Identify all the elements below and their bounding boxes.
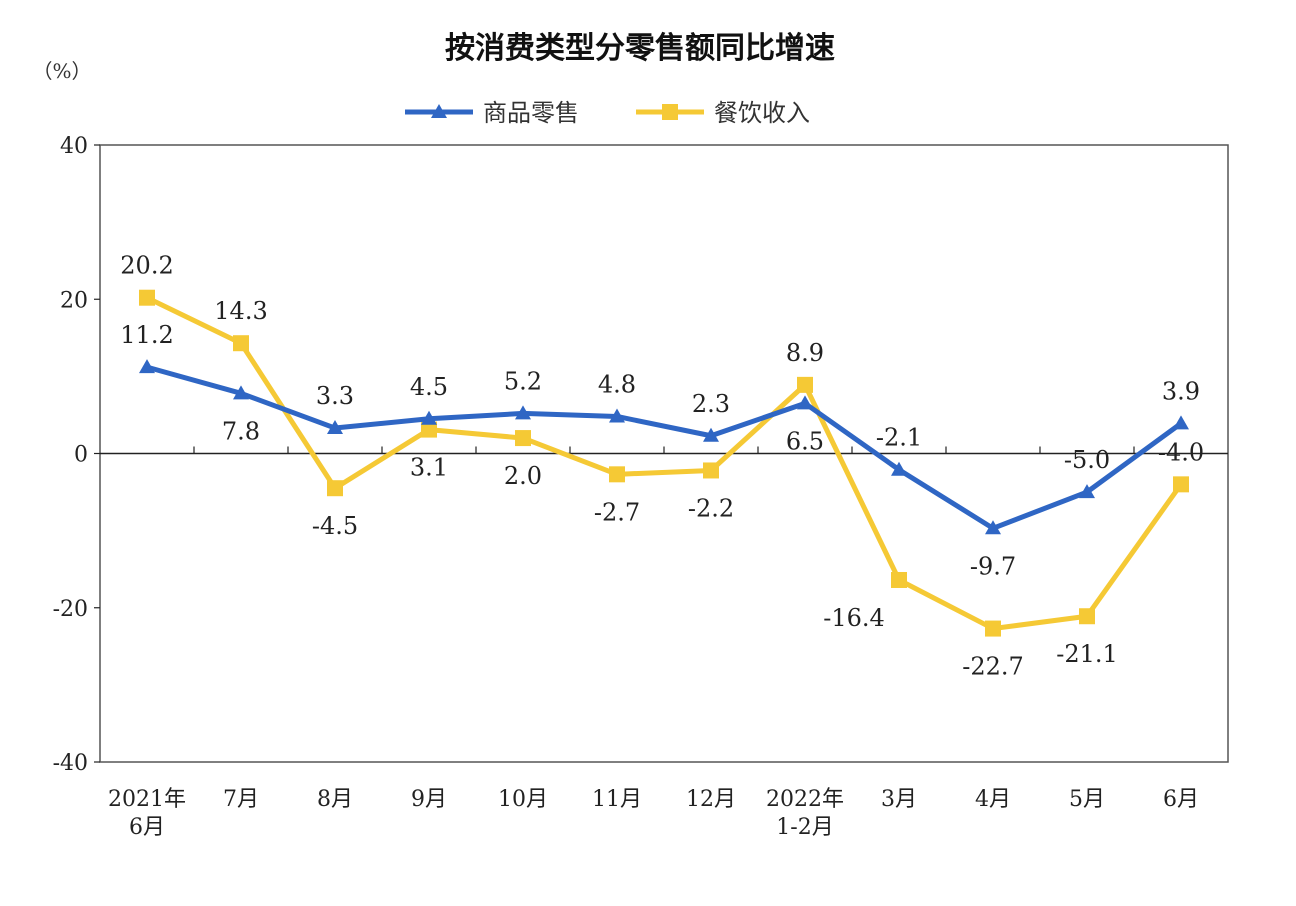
triangle-marker [797,395,813,410]
triangle-marker [1173,415,1189,430]
x-tick-label: 6月 [129,815,165,840]
square-marker [609,466,625,483]
triangle-marker [703,427,719,442]
triangle-marker [1079,484,1095,499]
x-tick-label: 9月 [411,787,447,812]
square-marker [797,376,813,393]
x-tick-label: 3月 [881,787,917,812]
data-label: 11.2 [120,321,173,349]
triangle-marker [421,410,437,425]
data-label: 3.9 [1162,377,1200,405]
square-marker [515,430,531,447]
data-label: -2.2 [688,494,734,522]
y-tick-label: -20 [53,597,88,622]
data-label: -9.7 [970,552,1016,580]
x-tick-label: 10月 [498,787,548,812]
square-marker [985,620,1001,637]
data-label: -2.1 [876,424,922,452]
triangle-marker [515,405,531,420]
square-marker [891,571,907,588]
data-label: 8.9 [786,339,824,367]
series-line-1 [145,295,1184,632]
data-label: 7.8 [222,417,260,445]
square-marker [139,289,155,306]
chart-title: 按消费类型分零售额同比增速 [445,31,835,66]
data-label: -4.0 [1158,438,1204,466]
square-marker [421,421,437,438]
x-tick-label: 2022年 [766,787,844,812]
triangle-marker [139,359,155,374]
triangle-marker [891,461,907,476]
x-tick-label: 8月 [317,787,353,812]
legend-label: 商品零售 [483,99,579,127]
square-marker [703,462,719,479]
y-axis-unit: （%） [32,59,91,83]
triangle-marker [327,420,343,435]
series-line-0 [146,364,1183,531]
square-marker [233,335,249,352]
y-tick-label: 0 [74,443,88,468]
data-label: 4.8 [598,370,636,398]
x-tick-label: 12月 [686,787,736,812]
data-label: 4.5 [410,373,448,401]
x-tick-label: 11月 [592,787,642,812]
square-marker [327,480,343,497]
data-label: -2.7 [594,498,640,526]
legend: 商品零售 餐饮收入 [405,99,810,127]
data-label: 2.3 [692,390,730,418]
triangle-marker [233,385,249,400]
data-label: 3.1 [410,454,448,482]
x-tick-label: 2021年 [108,787,186,812]
y-tick-label: 20 [60,288,88,313]
triangle-marker [985,520,1001,535]
y-tick-label: 40 [60,134,88,159]
x-tick-label: 5月 [1069,787,1105,812]
data-label: 14.3 [214,297,267,325]
data-label: 20.2 [120,252,173,280]
x-tick-label: 7月 [223,787,259,812]
x-tick-label: 4月 [975,787,1011,812]
data-label: -4.5 [312,512,358,540]
data-label: -21.1 [1056,640,1118,668]
data-label: 2.0 [504,462,542,490]
data-label: 3.3 [316,382,354,410]
data-label: 5.2 [504,367,542,395]
x-tick-label: 6月 [1163,787,1199,812]
square-marker [1079,608,1095,625]
square-marker [1173,476,1189,493]
data-label: -16.4 [823,604,885,632]
triangle-marker [609,408,625,423]
x-tick-label: 1-2月 [776,815,833,840]
y-tick-label: -40 [53,751,88,776]
legend-marker-triangle-icon [431,104,447,118]
data-label: 6.5 [786,427,824,455]
legend-marker-square-icon [662,104,678,120]
data-label: -5.0 [1064,446,1110,474]
legend-label: 餐饮收入 [714,99,810,127]
data-label: -22.7 [962,653,1024,681]
